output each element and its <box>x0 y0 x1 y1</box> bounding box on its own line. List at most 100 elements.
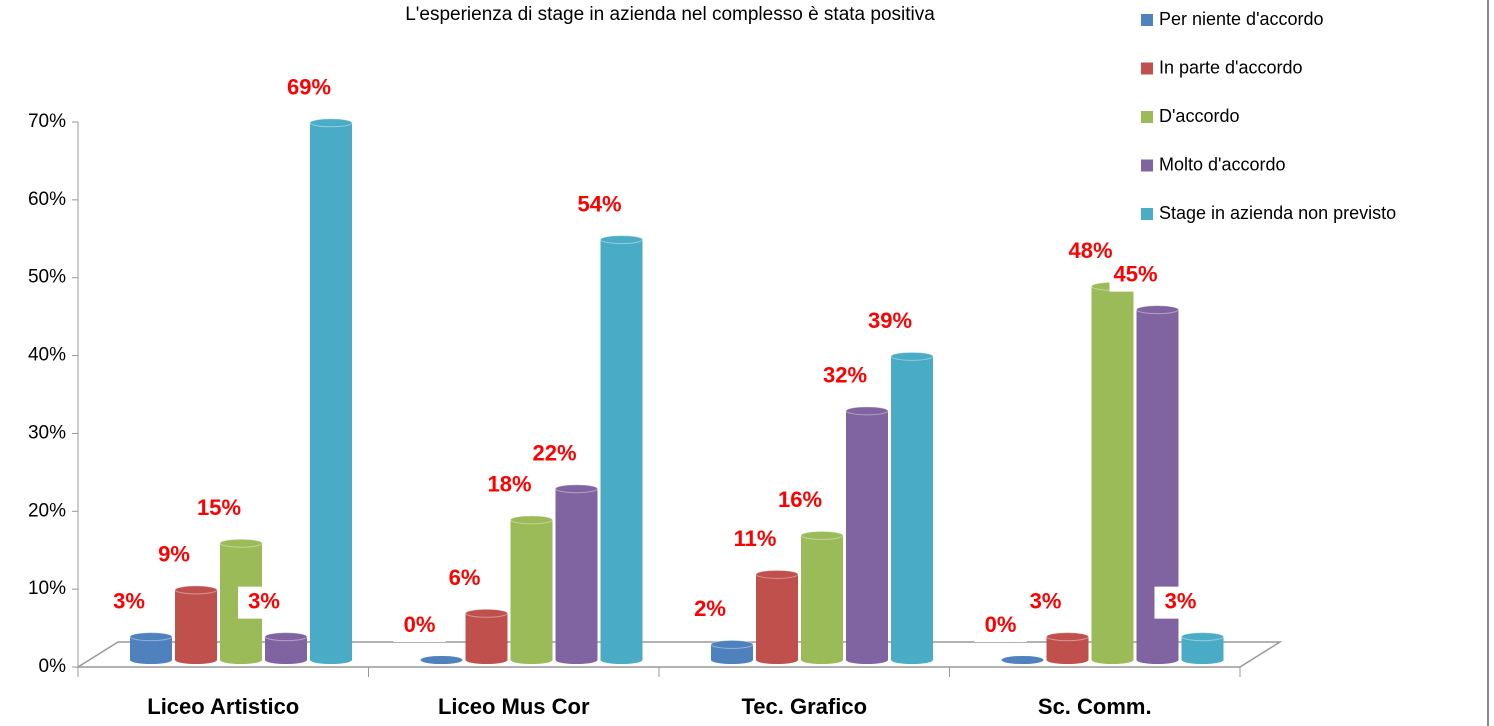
legend-swatch <box>1141 111 1153 123</box>
x-tick-label: Sc. Comm. <box>1038 694 1152 719</box>
bar-top <box>1046 632 1089 642</box>
bar-shade <box>465 613 508 660</box>
data-label-box <box>1109 259 1162 292</box>
bar-shade <box>846 410 888 660</box>
y-tick-label: 60% <box>28 189 66 210</box>
bar-bottom <box>220 656 262 664</box>
data-label-box <box>974 610 1027 642</box>
bar-top <box>890 351 934 361</box>
bar-shade <box>130 636 172 660</box>
data-label: 16% <box>778 487 822 512</box>
bar-bottom <box>265 656 307 664</box>
data-label-box <box>573 189 626 222</box>
data-label: 2% <box>694 596 726 621</box>
bar-top <box>264 632 308 642</box>
data-label: 15% <box>197 495 241 520</box>
data-label: 48% <box>1068 238 1112 263</box>
y-tick-label: 70% <box>28 111 66 132</box>
data-label: 22% <box>532 441 576 466</box>
bar-bottom <box>600 656 643 664</box>
data-label-box <box>729 524 781 557</box>
data-label: 32% <box>823 363 867 388</box>
bar-top <box>710 639 754 649</box>
bar-shade <box>756 574 798 660</box>
bar-top <box>1136 305 1179 315</box>
data-label: 3% <box>248 588 280 613</box>
legend-label: Per niente d'accordo <box>1159 9 1324 29</box>
bar-top <box>309 118 353 128</box>
bar-shade <box>711 644 753 660</box>
bar-shade <box>801 535 843 660</box>
data-label: 69% <box>287 75 331 100</box>
bar-shade <box>310 122 352 661</box>
x-tick-label: Liceo Mus Cor <box>438 694 590 719</box>
bar-top <box>174 585 218 595</box>
bar-bottom <box>310 656 352 664</box>
data-label-box <box>148 539 200 572</box>
bar-bottom <box>555 656 598 664</box>
data-label: 39% <box>868 308 912 333</box>
data-label: 54% <box>577 191 621 216</box>
bar-top <box>845 406 889 416</box>
floor <box>75 641 1283 668</box>
y-tick-label: 50% <box>28 267 66 288</box>
bar-shade <box>175 589 217 660</box>
bar-bottom <box>1001 656 1044 664</box>
bar-shade <box>1091 286 1134 660</box>
data-label-box <box>483 469 536 502</box>
bar-shade <box>265 636 307 660</box>
data-label-box <box>238 586 290 619</box>
x-tick-label: Liceo Artistico <box>147 694 299 719</box>
bar-top <box>129 632 173 642</box>
bar-top <box>755 569 799 579</box>
legend-label: Stage in azienda non previsto <box>1159 203 1396 223</box>
y-tick-label: 40% <box>28 345 66 366</box>
y-tick-label: 10% <box>28 578 66 599</box>
data-label-box <box>283 72 335 105</box>
data-label: 45% <box>1113 261 1157 286</box>
data-label-box <box>1064 236 1117 269</box>
data-label-box <box>774 485 826 518</box>
bar-bottom <box>1091 656 1134 664</box>
bar-bottom <box>1136 656 1179 664</box>
data-label-box <box>103 586 155 619</box>
bar-shade <box>510 519 553 660</box>
data-label: 3% <box>113 588 145 613</box>
bar-bottom <box>420 656 463 664</box>
data-label-box <box>1019 586 1072 619</box>
bar-top <box>1181 632 1224 642</box>
bar-bottom <box>510 656 553 664</box>
bar-shade <box>1046 636 1089 660</box>
legend-swatch <box>1141 62 1153 75</box>
chart-title: L'esperienza di stage in azienda nel com… <box>405 4 935 25</box>
legend-label: In parte d'accordo <box>1159 57 1303 77</box>
legend-label: D'accordo <box>1159 106 1239 126</box>
bar-bottom <box>1181 656 1224 664</box>
data-label: 9% <box>158 542 190 567</box>
data-label: 3% <box>1030 588 1062 613</box>
data-label-box <box>393 610 446 642</box>
bar-bottom <box>711 656 753 664</box>
bar-shade <box>1181 636 1224 660</box>
data-label: 11% <box>734 526 777 551</box>
bar-top <box>465 608 508 618</box>
data-label: 6% <box>449 565 481 590</box>
y-tick-label: 20% <box>28 500 66 521</box>
data-label: 18% <box>487 472 531 497</box>
y-tick-label: 30% <box>28 422 66 443</box>
data-label-box <box>684 594 736 627</box>
bar-bottom <box>1046 656 1089 664</box>
data-label-box <box>864 306 916 339</box>
bar-bottom <box>801 656 843 664</box>
bar-top <box>219 538 263 548</box>
bar-shade <box>891 356 933 660</box>
bar-top <box>800 530 844 540</box>
bar-bottom <box>175 656 217 664</box>
bar-bottom <box>891 656 933 664</box>
data-label: 0% <box>985 612 1017 637</box>
data-label-box <box>528 438 581 471</box>
data-label-box <box>438 563 491 596</box>
legend-swatch <box>1141 14 1153 26</box>
legend-swatch <box>1141 208 1153 220</box>
